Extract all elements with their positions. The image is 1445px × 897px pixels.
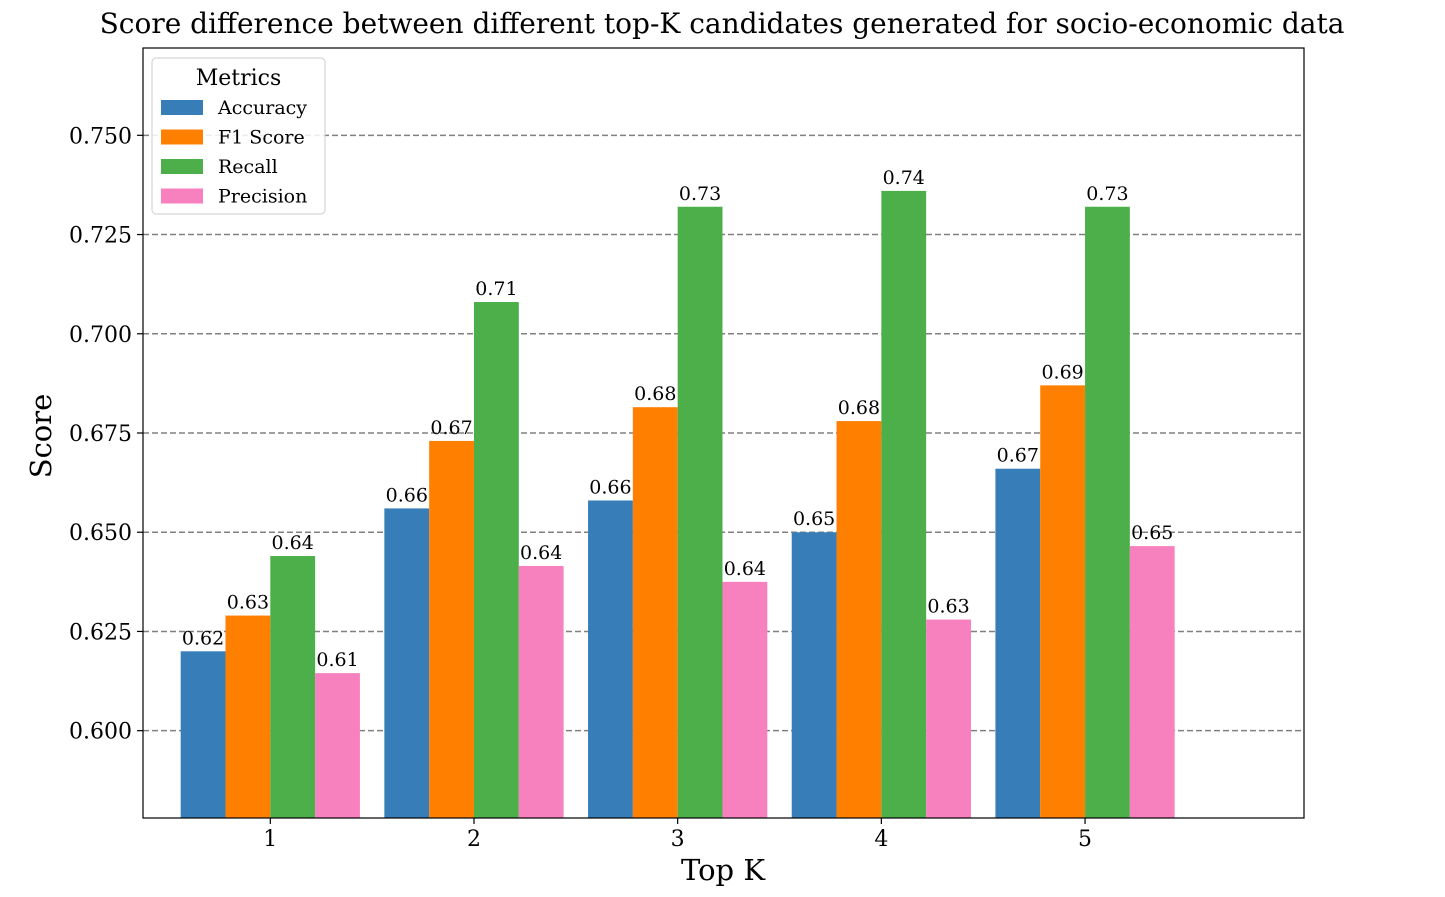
y-tick-label: 0.750: [69, 124, 132, 149]
bar-recall: [473, 302, 519, 818]
legend-entry: F1 Score: [218, 127, 305, 149]
data-labels: 0.620.630.640.610.660.670.710.640.660.68…: [182, 167, 1173, 671]
data-label: 0.68: [634, 383, 676, 405]
y-tick-label: 0.700: [69, 323, 132, 348]
x-axis-label: Top K: [681, 853, 766, 887]
data-label: 0.66: [386, 484, 428, 506]
legend-entry: Precision: [218, 186, 307, 208]
bar-precision: [315, 673, 360, 818]
bar-f1-score: [836, 421, 882, 818]
bar-f1-score: [429, 440, 474, 818]
bar-accuracy: [384, 508, 430, 818]
data-label: 0.63: [227, 592, 269, 614]
legend-swatch: [161, 188, 203, 204]
data-label: 0.69: [1041, 361, 1083, 383]
y-tick-label: 0.625: [69, 620, 132, 645]
bar-recall: [677, 206, 723, 819]
legend-swatch: [161, 159, 203, 174]
bar-precision: [926, 619, 971, 818]
legend: Metrics Accuracy F1 Score Recall Precision: [151, 57, 326, 215]
x-tick-label: 4: [874, 827, 888, 852]
y-axis-ticks: 0.600 0.625 0.650 0.675 0.700 0.725 0.750: [69, 124, 143, 745]
data-label: 0.67: [997, 445, 1039, 467]
bar-f1-score: [632, 407, 678, 818]
data-label: 0.64: [272, 532, 314, 554]
bars: [180, 190, 1175, 819]
y-tick-label: 0.725: [69, 224, 132, 249]
legend-title: Metrics: [196, 66, 282, 91]
legend-box: [151, 57, 326, 215]
y-axis-label: Score: [24, 394, 58, 479]
data-label: 0.64: [520, 542, 562, 564]
data-label: 0.61: [316, 649, 358, 671]
legend-swatch: [161, 100, 203, 115]
x-tick-label: 3: [671, 827, 685, 852]
x-tick-label: 5: [1078, 827, 1092, 852]
data-label: 0.62: [182, 627, 224, 649]
bar-precision: [1129, 546, 1175, 818]
bar-recall: [1085, 206, 1130, 819]
legend-entry: Recall: [218, 156, 278, 178]
bar-f1-score: [225, 615, 271, 818]
data-label: 0.67: [430, 417, 472, 439]
data-label: 0.66: [589, 476, 631, 498]
data-label: 0.65: [793, 508, 835, 530]
data-label: 0.73: [1086, 183, 1128, 205]
legend-swatch: [161, 129, 203, 145]
legend-entry: Accuracy: [217, 97, 307, 119]
bar-f1-score: [1040, 385, 1086, 818]
bar-precision: [518, 565, 564, 818]
bar-precision: [722, 581, 768, 818]
data-label: 0.74: [883, 167, 925, 189]
bar-accuracy: [180, 651, 226, 818]
x-tick-label: 2: [467, 827, 481, 852]
data-label: 0.73: [679, 183, 721, 205]
y-tick-label: 0.650: [69, 521, 132, 546]
bar-recall: [270, 556, 316, 818]
x-axis-ticks: 1 2 3 4 5: [263, 818, 1092, 852]
x-tick-label: 1: [263, 827, 277, 852]
y-tick-label: 0.675: [69, 422, 132, 447]
data-label: 0.68: [838, 397, 880, 419]
y-tick-label: 0.600: [69, 720, 132, 745]
data-label: 0.71: [475, 278, 517, 300]
data-label: 0.63: [927, 596, 969, 618]
chart-title: Score difference between different top-K…: [100, 7, 1345, 40]
bar-accuracy: [588, 500, 633, 818]
data-label: 0.64: [724, 558, 766, 580]
bar-accuracy: [791, 532, 837, 818]
data-label: 0.65: [1131, 522, 1173, 544]
bar-accuracy: [995, 468, 1041, 818]
bar-recall: [881, 190, 927, 818]
